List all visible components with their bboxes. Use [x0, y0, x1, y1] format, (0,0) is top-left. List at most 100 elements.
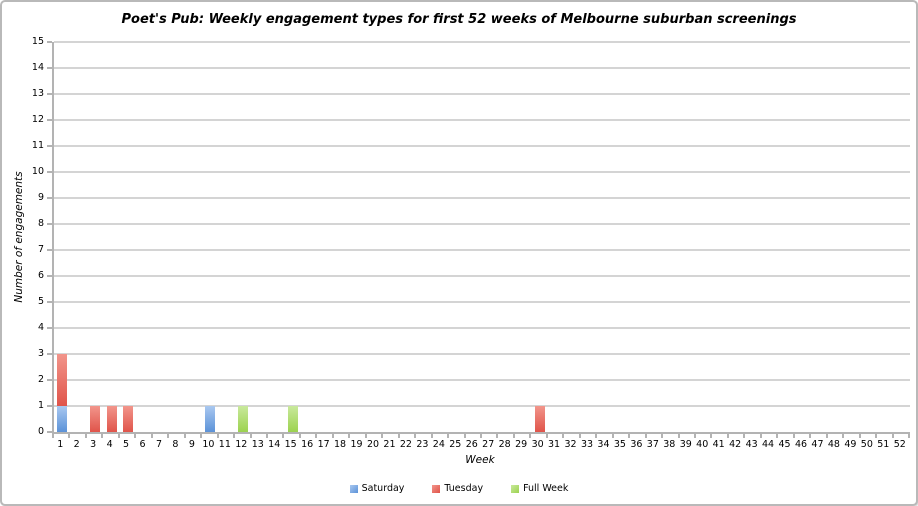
gridline — [54, 171, 910, 173]
plot-area — [52, 41, 910, 434]
x-tick-label: 11 — [218, 439, 231, 450]
x-tick-label: 35 — [613, 439, 626, 450]
x-tick-label: 1 — [57, 439, 64, 450]
bar-tuesday — [57, 354, 68, 406]
x-tick-mark — [578, 434, 581, 438]
x-tick-mark — [743, 434, 746, 438]
x-tick-label: 42 — [729, 439, 742, 450]
x-tick-label: 29 — [515, 439, 528, 450]
y-tick-mark — [47, 41, 52, 43]
y-tick-label: 8 — [37, 218, 44, 229]
x-tick-label: 37 — [646, 439, 659, 450]
y-tick-mark — [47, 353, 52, 355]
x-tick-label: 47 — [811, 439, 824, 450]
bar-tuesday — [106, 406, 117, 432]
x-tick-label: 6 — [139, 439, 146, 450]
x-tick-mark — [101, 434, 104, 438]
x-tick-label: 10 — [202, 439, 215, 450]
legend-swatch — [511, 484, 520, 493]
x-tick-mark — [282, 434, 285, 438]
x-tick-label: 34 — [597, 439, 610, 450]
gridline — [54, 41, 910, 43]
x-tick-mark — [825, 434, 828, 438]
y-tick-mark — [47, 405, 52, 407]
x-tick-label: 17 — [317, 439, 330, 450]
x-tick-label: 43 — [745, 439, 758, 450]
bar-saturday — [57, 406, 68, 432]
y-tick-mark — [47, 93, 52, 95]
x-tick-label: 41 — [712, 439, 725, 450]
x-tick-label: 25 — [449, 439, 462, 450]
y-tick-mark — [47, 67, 52, 69]
chart-title: Poet's Pub: Weekly engagement types for … — [121, 12, 797, 27]
x-tick-mark — [331, 434, 334, 438]
legend-item-tuesday: Tuesday — [432, 483, 483, 494]
x-tick-mark — [249, 434, 252, 438]
y-tick-mark — [47, 223, 52, 225]
x-tick-label: 20 — [366, 439, 380, 450]
y-tick-mark — [47, 249, 52, 251]
x-tick-label: 46 — [794, 439, 808, 450]
x-tick-mark — [858, 434, 861, 438]
gridline — [54, 197, 910, 199]
y-tick-mark — [47, 327, 52, 329]
gridline — [54, 353, 910, 355]
y-tick-label: 12 — [31, 114, 44, 125]
x-tick-mark — [463, 434, 466, 438]
x-axis-title: Week — [465, 454, 495, 466]
x-tick-label: 49 — [844, 439, 857, 450]
x-tick-mark — [68, 434, 71, 438]
x-tick-label: 15 — [284, 439, 297, 450]
bar-tuesday — [90, 406, 101, 432]
x-tick-mark — [167, 434, 170, 438]
x-tick-mark — [348, 434, 351, 438]
x-tick-label: 14 — [268, 439, 281, 450]
x-tick-label: 8 — [172, 439, 179, 450]
y-tick-mark — [47, 431, 52, 433]
x-tick-label: 19 — [350, 439, 363, 450]
y-tick-mark — [47, 379, 52, 381]
x-tick-mark — [134, 434, 137, 438]
legend-label: Tuesday — [444, 483, 484, 494]
x-tick-mark — [496, 434, 499, 438]
x-tick-mark — [414, 434, 417, 438]
x-tick-mark — [595, 434, 598, 438]
y-tick-mark — [47, 119, 52, 121]
x-tick-mark — [792, 434, 795, 438]
x-tick-label: 33 — [580, 439, 594, 450]
x-tick-mark — [611, 434, 614, 438]
gridline — [54, 145, 910, 147]
x-tick-label: 51 — [877, 439, 890, 450]
y-tick-label: 11 — [31, 140, 44, 151]
gridline — [54, 301, 910, 303]
y-tick-label: 10 — [31, 166, 44, 177]
x-tick-mark — [661, 434, 664, 438]
x-tick-label: 7 — [155, 439, 163, 450]
x-tick-label: 3 — [90, 439, 97, 450]
x-tick-mark — [529, 434, 532, 438]
x-tick-label: 12 — [235, 439, 248, 450]
bar-full-week — [287, 406, 298, 432]
x-tick-label: 4 — [106, 439, 113, 450]
x-tick-label: 21 — [383, 439, 396, 450]
x-tick-mark — [480, 434, 482, 438]
x-tick-mark — [183, 434, 186, 438]
gridline — [54, 327, 910, 329]
y-tick-mark — [47, 171, 52, 173]
bar-saturday — [205, 406, 216, 432]
x-tick-label: 24 — [432, 439, 445, 450]
y-tick-label: 14 — [31, 62, 44, 73]
x-tick-mark — [430, 434, 433, 438]
y-tick-label: 15 — [31, 36, 44, 47]
x-tick-mark — [298, 434, 301, 438]
x-tick-mark — [710, 434, 713, 438]
x-tick-mark — [84, 434, 87, 438]
y-tick-label: 9 — [37, 192, 44, 203]
x-tick-label: 30 — [531, 439, 544, 450]
legend-label: Full Week — [523, 483, 569, 494]
gridline — [54, 379, 910, 381]
legend-label: Saturday — [361, 483, 405, 494]
x-tick-mark — [726, 434, 729, 438]
y-tick-mark — [47, 301, 52, 303]
gridline — [54, 223, 910, 225]
